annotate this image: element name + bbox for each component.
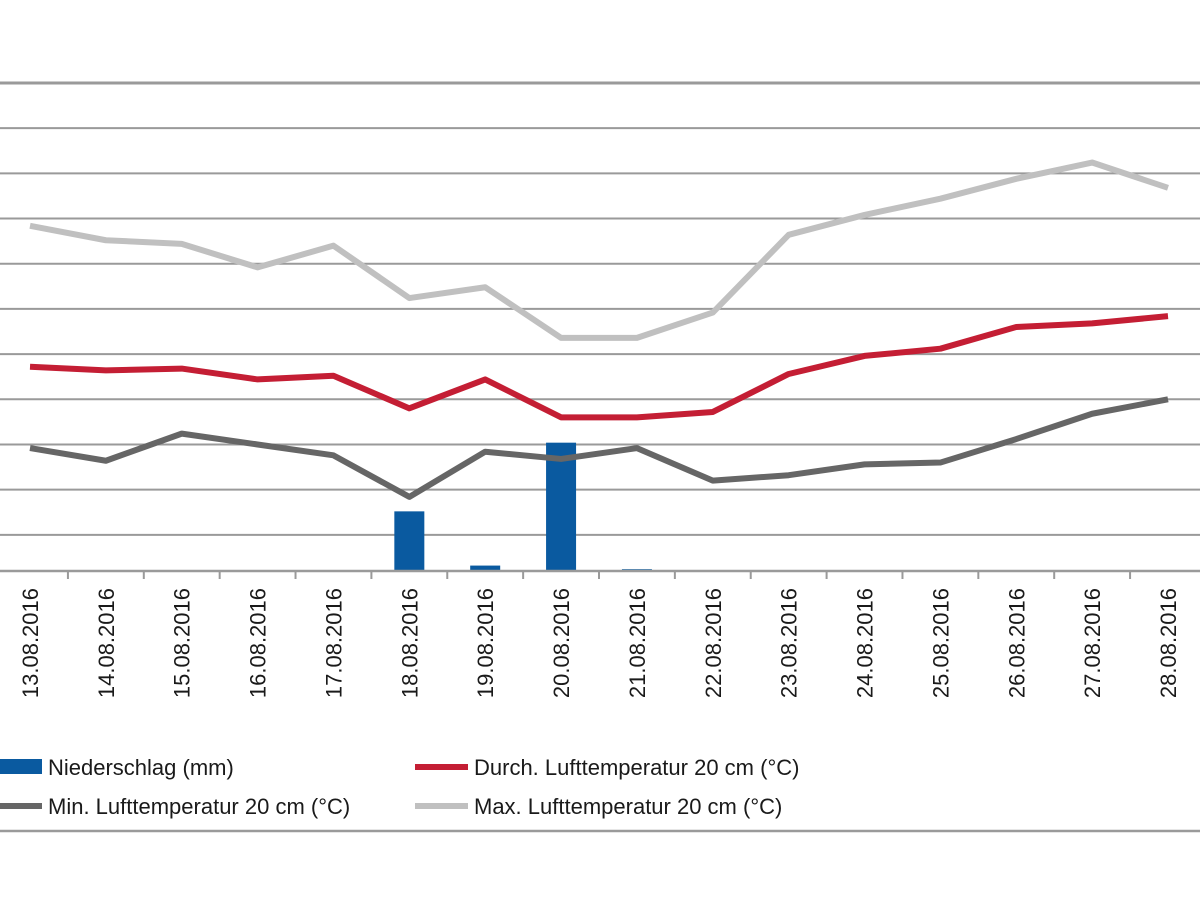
x-tick-label: 19.08.2016 — [473, 588, 498, 698]
legend-label-precipitation: Niederschlag (mm) — [48, 755, 234, 780]
x-tick-label: 25.08.2016 — [928, 588, 953, 698]
x-tick-label: 26.08.2016 — [1004, 588, 1029, 698]
temperature-lines — [29, 159, 1169, 500]
precipitation-bars — [394, 442, 652, 571]
legend: Niederschlag (mm) Durch. Lufttemperatur … — [0, 755, 1200, 833]
precipitation-bar — [470, 565, 501, 571]
x-tick-label: 22.08.2016 — [701, 588, 726, 698]
series-line-2 — [29, 396, 1169, 500]
legend-swatch-precipitation — [0, 759, 42, 774]
x-tick-label: 18.08.2016 — [397, 588, 422, 698]
legend-label-max-temp: Max. Lufttemperatur 20 cm (°C) — [474, 794, 782, 819]
precipitation-bar — [546, 442, 577, 571]
gridlines — [0, 81, 1200, 536]
x-tick-label: 13.08.2016 — [18, 588, 43, 698]
x-tick-label: 17.08.2016 — [321, 588, 346, 698]
x-tick-label: 14.08.2016 — [94, 588, 119, 698]
precipitation-bar — [394, 511, 425, 571]
x-axis — [0, 569, 1200, 579]
x-tick-label: 21.08.2016 — [625, 588, 650, 698]
legend-label-min-temp: Min. Lufttemperatur 20 cm (°C) — [48, 794, 350, 819]
x-tick-label: 24.08.2016 — [853, 588, 878, 698]
series-line-3 — [29, 159, 1169, 341]
x-tick-label: 23.08.2016 — [777, 588, 802, 698]
legend-label-mean-temp: Durch. Lufttemperatur 20 cm (°C) — [474, 755, 799, 780]
x-tick-label: 20.08.2016 — [549, 588, 574, 698]
x-tick-labels: 13.08.2016 14.08.2016 15.08.2016 16.08.2016… — [18, 588, 1181, 698]
series-line-1 — [29, 313, 1169, 421]
x-tick-label: 16.08.2016 — [246, 588, 271, 698]
x-tick-label: 28.08.2016 — [1156, 588, 1181, 698]
x-tick-label: 27.08.2016 — [1080, 588, 1105, 698]
x-tick-label: 15.08.2016 — [170, 588, 195, 698]
